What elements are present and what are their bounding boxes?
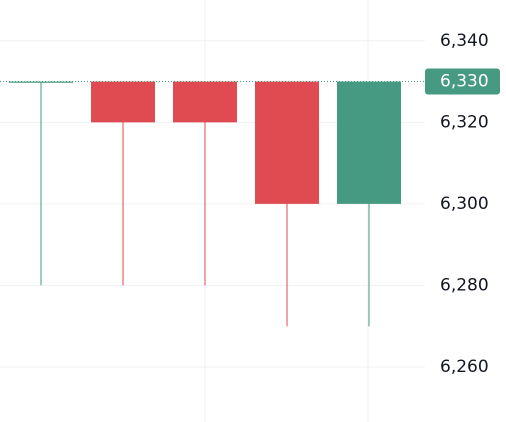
candle-body <box>9 81 73 83</box>
candle-body <box>91 81 155 123</box>
candle-body <box>255 81 319 204</box>
last-price-box <box>425 68 500 95</box>
candle-body <box>337 81 401 204</box>
candle-body <box>173 81 237 123</box>
y-tick-label: 6,260 <box>440 357 489 377</box>
y-tick-label: 6,280 <box>440 275 489 295</box>
last-price-label: 6,330 <box>440 72 489 92</box>
y-tick-label: 6,320 <box>440 112 489 132</box>
y-tick-label: 6,300 <box>440 194 489 214</box>
y-tick-label: 6,340 <box>440 31 489 51</box>
